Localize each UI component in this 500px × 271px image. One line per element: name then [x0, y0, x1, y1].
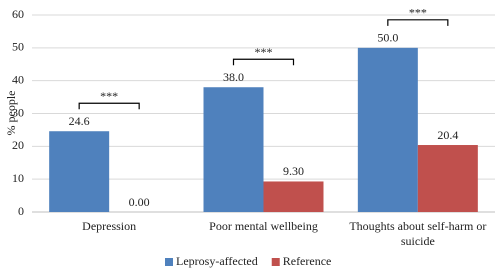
value-label: 9.30: [283, 164, 304, 178]
x-tick-label: Depression: [82, 219, 137, 233]
y-axis-label: % people: [4, 91, 18, 136]
significance-bracket: [232, 58, 295, 66]
bar: [417, 145, 478, 212]
value-label: 20.4: [437, 128, 458, 142]
y-tick-label: 40: [12, 72, 24, 86]
bar: [263, 181, 324, 212]
bar: [203, 87, 264, 212]
x-tick-label: Poor mental wellbeing: [209, 219, 318, 233]
significance-bracket: [387, 19, 449, 26]
annotation: ***: [100, 89, 118, 103]
annotation: ***: [255, 45, 273, 59]
legend-swatch: [165, 258, 173, 266]
y-tick-label: 0: [18, 204, 24, 218]
value-label: 38.0: [223, 70, 244, 84]
value-label: 24.6: [69, 114, 90, 128]
value-label: 0.00: [129, 195, 150, 209]
annotation: ***: [409, 6, 427, 20]
legend-label: Reference: [283, 254, 332, 268]
x-tick-label: Thoughts about self-harm or suicide: [349, 219, 487, 248]
legend-swatch: [271, 258, 280, 266]
y-tick-label: 20: [12, 138, 24, 152]
value-label: 50.0: [377, 31, 398, 45]
significance-bracket: [78, 102, 140, 110]
bar: [49, 131, 110, 212]
bar: [357, 47, 418, 213]
y-tick-label: 10: [12, 171, 24, 185]
y-tick-label: 50: [12, 40, 24, 54]
y-tick-label: 30: [12, 105, 24, 119]
y-tick-label: 60: [12, 7, 24, 21]
legend-label: Leprosy-affected: [176, 254, 258, 268]
